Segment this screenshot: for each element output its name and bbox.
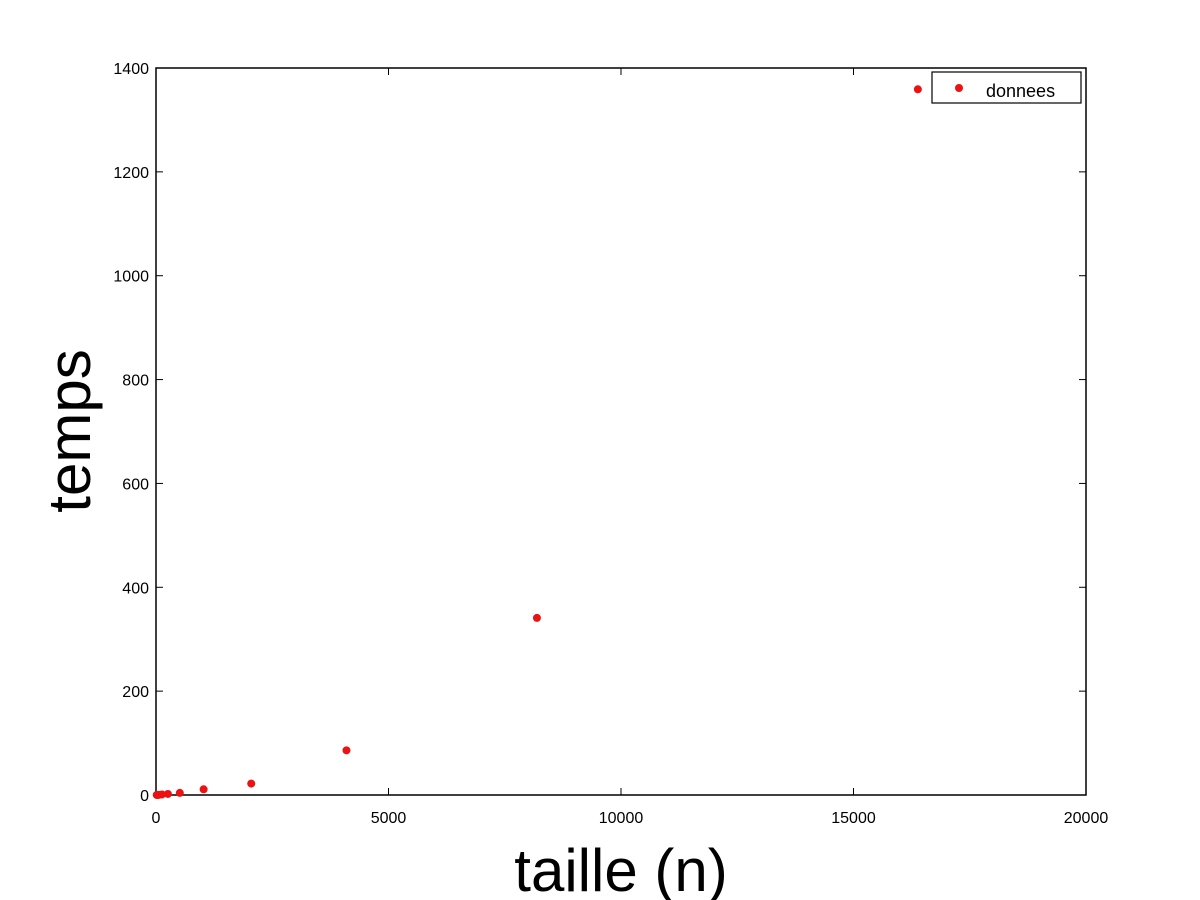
y-axis: 0 200 400 600 800 1000 1200 1400 (113, 61, 1086, 805)
legend: donnees (931, 71, 1082, 104)
data-point (157, 790, 166, 799)
y-tick-label: 200 (122, 684, 149, 701)
data-point (163, 789, 172, 798)
y-tick-label: 0 (140, 788, 149, 805)
data-points (152, 85, 922, 799)
data-point (199, 785, 208, 794)
data-point (247, 779, 256, 788)
x-tick-label: 10000 (599, 810, 644, 827)
y-tick-label: 1400 (113, 61, 149, 78)
y-tick-label: 400 (122, 580, 149, 597)
legend-label: donnees (986, 81, 1055, 101)
x-axis-title: taille (n) (514, 837, 727, 900)
y-tick-label: 1000 (113, 269, 149, 286)
y-tick-label: 600 (122, 476, 149, 493)
data-point (532, 613, 541, 622)
data-point (342, 746, 351, 755)
x-tick-label: 5000 (371, 810, 407, 827)
data-point (913, 85, 922, 94)
y-tick-label: 1200 (113, 165, 149, 182)
y-tick-label: 800 (122, 373, 149, 390)
x-axis: 0 5000 10000 15000 20000 (152, 68, 1109, 827)
x-tick-label: 20000 (1064, 810, 1109, 827)
x-tick-label: 0 (152, 810, 161, 827)
y-axis-title: temps (36, 349, 103, 512)
legend-marker (955, 84, 963, 92)
data-point (175, 788, 184, 797)
x-tick-label: 15000 (831, 810, 876, 827)
